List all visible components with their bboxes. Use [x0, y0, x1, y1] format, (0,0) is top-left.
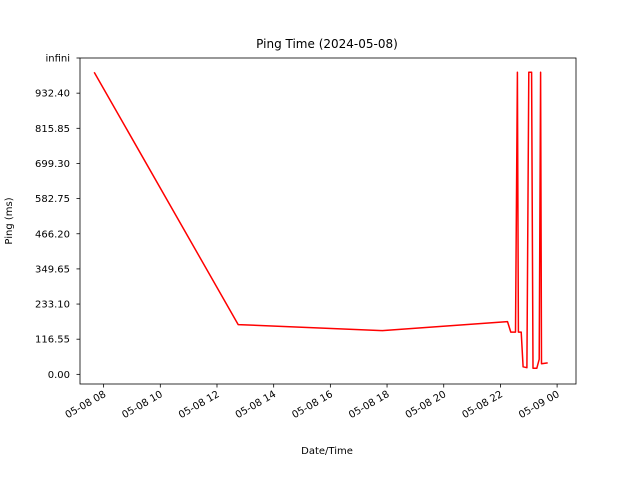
plot-area	[79, 57, 577, 385]
y-tick-label: 815.85	[35, 124, 70, 135]
plot-frame	[79, 57, 577, 385]
y-tick-label: 582.75	[35, 194, 70, 205]
y-tick-label: infini	[45, 54, 70, 65]
series-layer	[93, 71, 548, 370]
chart-title: Ping Time (2024-05-08)	[256, 37, 398, 51]
y-axis: 0.00 116.55 233.10 349.65 466.20 582.75 699.30…	[35, 54, 80, 381]
y-tick-label: 0.00	[48, 370, 70, 381]
y-tick-label: 116.55	[35, 335, 70, 346]
y-tick-label: 349.65	[35, 264, 70, 275]
y-tick-label: 932.40	[35, 89, 70, 100]
y-tick-label: 466.20	[35, 229, 70, 240]
y-tick-label: 699.30	[35, 159, 70, 170]
x-axis-title: Date/Time	[301, 446, 353, 457]
series-line-1	[93, 71, 548, 370]
y-axis-title: Ping (ms)	[4, 197, 15, 244]
y-tick-label: 233.10	[35, 300, 70, 311]
